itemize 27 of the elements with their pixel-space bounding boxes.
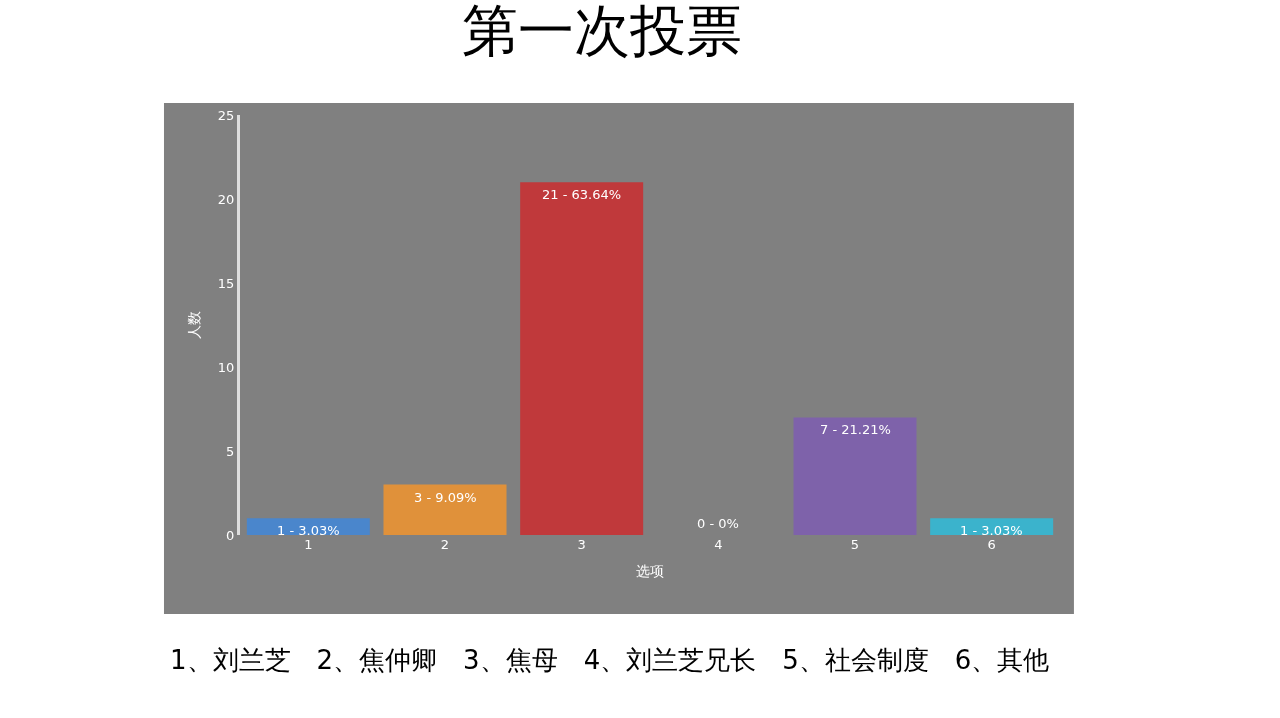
- data-label: 3 - 9.09%: [414, 490, 477, 505]
- y-axis-title: 人数: [186, 311, 203, 339]
- x-tick-label: 3: [577, 537, 586, 552]
- data-label: 0 - 0%: [697, 516, 739, 531]
- y-tick-label: 0: [226, 527, 235, 543]
- y-tick-label: 5: [226, 443, 235, 459]
- x-tick-label: 4: [714, 537, 723, 552]
- x-tick-label: 1: [304, 537, 313, 552]
- x-axis-title: 选项: [636, 563, 664, 580]
- bar: [383, 484, 507, 535]
- data-label: 7 - 21.21%: [820, 422, 891, 437]
- y-tick-label: 15: [217, 275, 235, 291]
- x-tick-label: 2: [440, 537, 450, 552]
- text: 1、刘兰芝 2、焦仲卿 3、焦母 4、刘兰芝兄长 5、社会制度 6、其他: [170, 645, 1050, 675]
- chart-title: 第一次投票: [461, 0, 742, 63]
- bar: [793, 417, 917, 535]
- data-label: 1 - 3.03%: [960, 523, 1023, 538]
- data-label: 1 - 3.03%: [277, 523, 340, 538]
- bar: [930, 518, 1054, 535]
- y-tick-label: 20: [217, 191, 235, 207]
- y-tick-label: 25: [217, 107, 235, 123]
- y-tick-label: 10: [217, 359, 235, 375]
- x-tick-label: 6: [987, 537, 996, 552]
- bar: [520, 182, 644, 535]
- x-tick-label: 5: [850, 537, 860, 552]
- bar: [246, 518, 370, 535]
- data-label: 21 - 63.64%: [542, 187, 622, 202]
